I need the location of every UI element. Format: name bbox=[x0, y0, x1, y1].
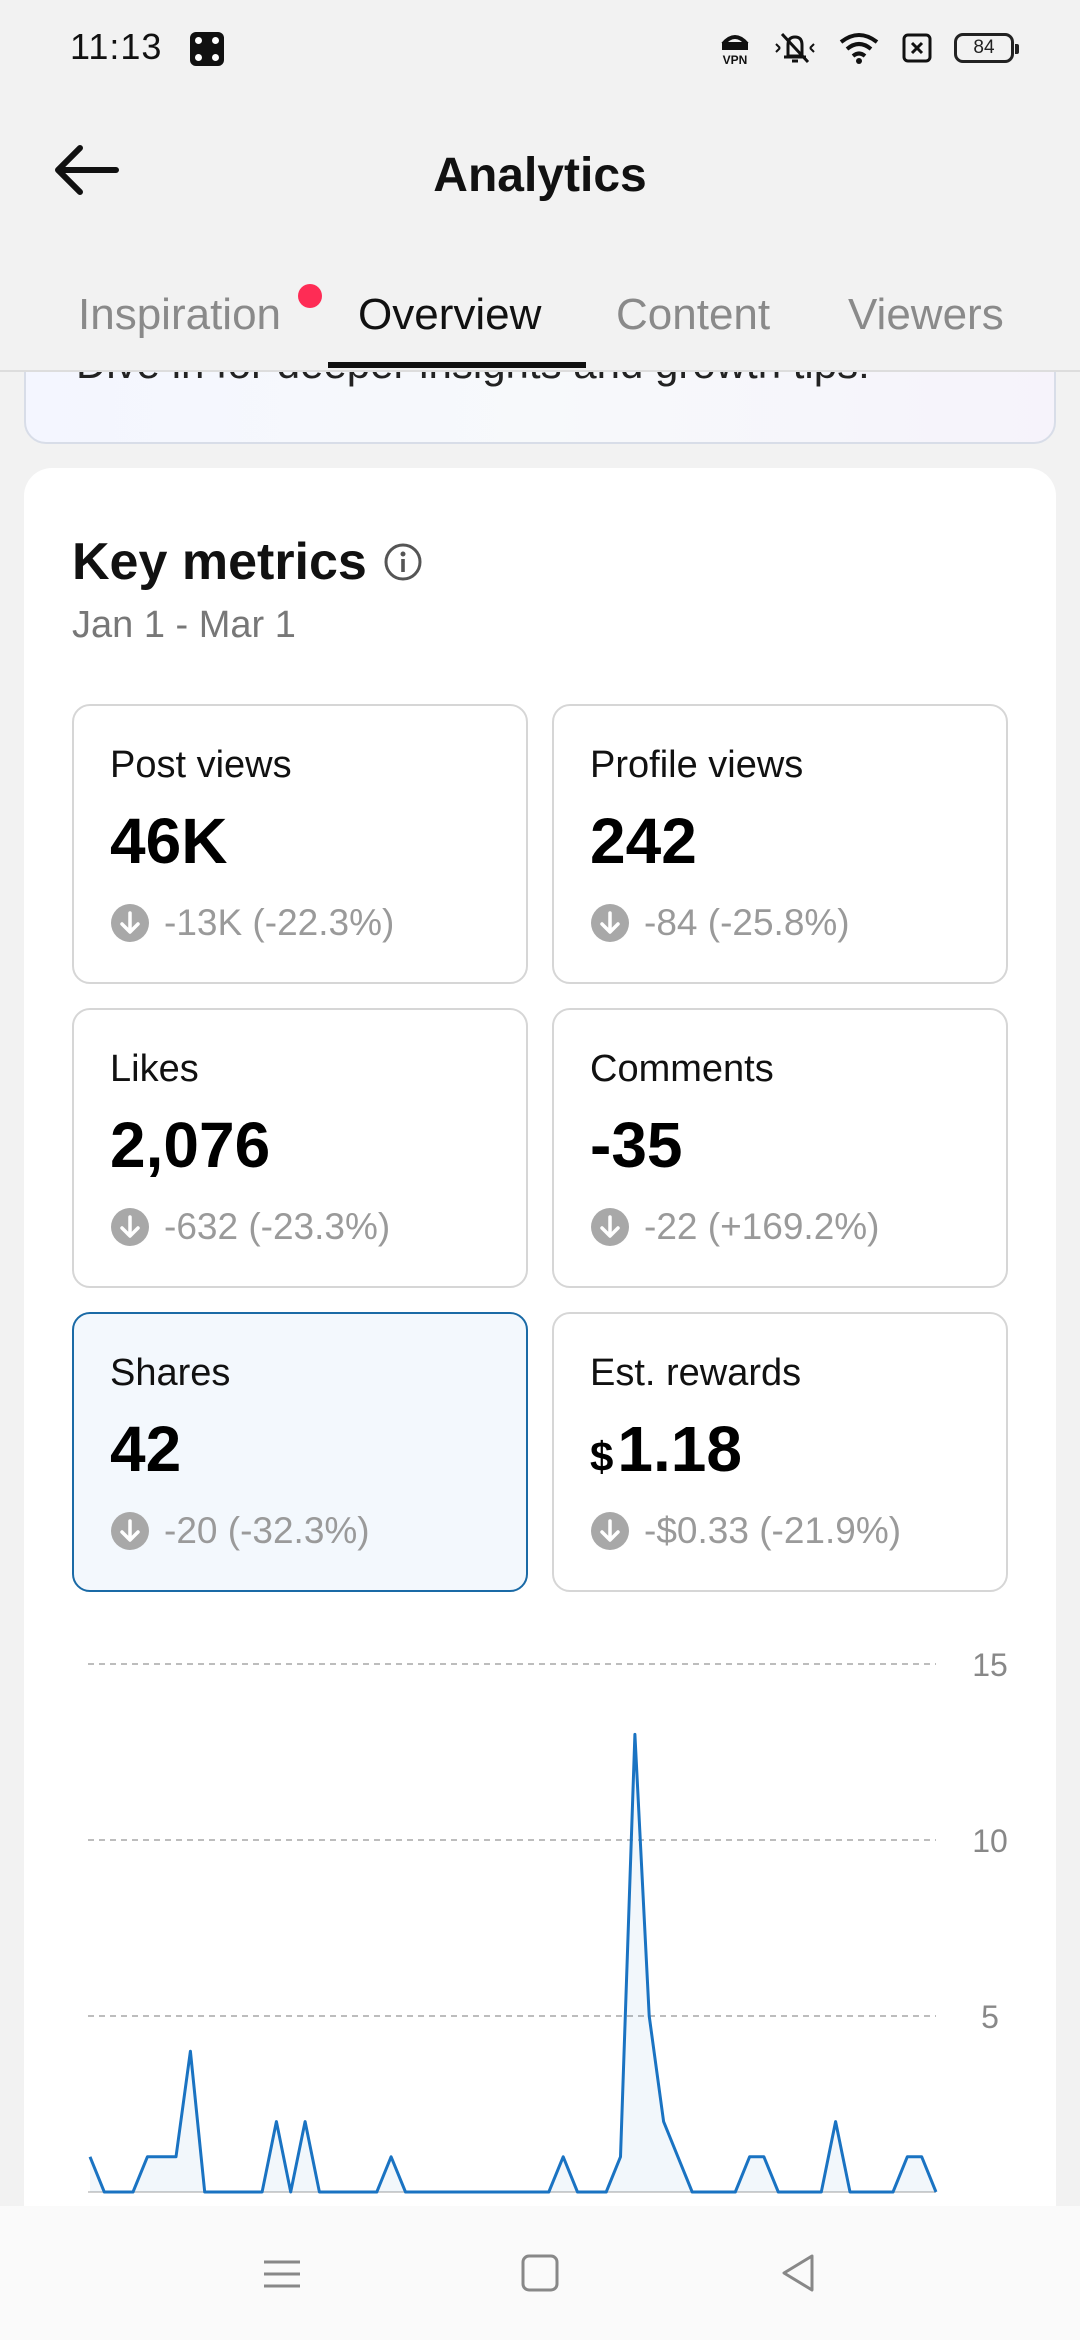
vpn-icon: VPN bbox=[721, 35, 749, 66]
info-icon[interactable] bbox=[383, 542, 423, 582]
app-header: Analytics bbox=[0, 96, 1080, 256]
system-nav-bar bbox=[0, 2206, 1080, 2340]
metric-change: -22 (+169.2%) bbox=[590, 1206, 880, 1248]
tab-content[interactable]: Content bbox=[616, 290, 771, 339]
home-icon[interactable] bbox=[510, 2246, 570, 2302]
metric-card-est-rewards[interactable]: Est. rewards $1.18 -$0.33 (-21.9%) bbox=[552, 1312, 1008, 1592]
tab-bar: Inspiration Overview Content Viewers bbox=[0, 262, 1080, 372]
dice-icon bbox=[190, 32, 224, 66]
metric-card-shares[interactable]: Shares 42 -20 (-32.3%) bbox=[72, 1312, 528, 1592]
metric-change: -$0.33 (-21.9%) bbox=[590, 1510, 901, 1552]
tab-viewers[interactable]: Viewers bbox=[848, 290, 1004, 339]
battery-level: 84 bbox=[973, 37, 995, 58]
silent-bell-icon bbox=[775, 32, 815, 64]
metric-change-text: -84 (-25.8%) bbox=[644, 902, 850, 943]
metric-number: 2,076 bbox=[110, 1109, 271, 1181]
metric-label: Post views bbox=[110, 744, 292, 786]
status-time: 11:13 bbox=[70, 26, 163, 67]
series-line bbox=[88, 1732, 938, 2194]
page-title: Analytics bbox=[433, 149, 647, 202]
svg-text:VPN: VPN bbox=[723, 53, 748, 66]
metric-change-text: -13K (-22.3%) bbox=[164, 902, 395, 943]
active-tab-indicator bbox=[328, 362, 586, 368]
metric-value: 242 bbox=[590, 804, 697, 878]
y-tick-label: 10 bbox=[972, 1823, 1008, 1859]
metric-label: Shares bbox=[110, 1352, 231, 1394]
metric-number: 42 bbox=[110, 1413, 182, 1485]
menu-icon[interactable] bbox=[252, 2246, 312, 2302]
series-area bbox=[90, 1734, 936, 2192]
metric-number: -35 bbox=[590, 1109, 683, 1181]
metric-card-post-views[interactable]: Post views 46K -13K (-22.3%) bbox=[72, 704, 528, 984]
metric-change-text: -632 (-23.3%) bbox=[164, 1206, 391, 1247]
metric-label: Comments bbox=[590, 1048, 774, 1090]
status-icons: VPN 84 bbox=[718, 26, 1019, 70]
metric-number: 46K bbox=[110, 805, 228, 877]
metric-card-likes[interactable]: Likes 2,076 -632 (-23.3%) bbox=[72, 1008, 528, 1288]
tab-overview[interactable]: Overview bbox=[358, 290, 542, 339]
down-arrow-icon bbox=[111, 904, 149, 942]
key-metrics-card: Key metrics Jan 1 - Mar 1 Post views 46K -… bbox=[24, 468, 1056, 2340]
down-arrow-icon bbox=[591, 1512, 629, 1550]
currency-symbol: $ bbox=[590, 1433, 614, 1480]
metric-label: Likes bbox=[110, 1048, 199, 1090]
metric-change-text: -20 (-32.3%) bbox=[164, 1510, 370, 1551]
metric-change: -13K (-22.3%) bbox=[110, 902, 394, 944]
tab-inspiration[interactable]: Inspiration bbox=[78, 290, 282, 339]
metric-label: Profile views bbox=[590, 744, 804, 786]
metric-value: 2,076 bbox=[110, 1108, 270, 1182]
down-arrow-icon bbox=[111, 1512, 149, 1550]
metric-change-text: -$0.33 (-21.9%) bbox=[644, 1510, 902, 1551]
down-arrow-icon bbox=[591, 904, 629, 942]
metric-card-profile-views[interactable]: Profile views 242 -84 (-25.8%) bbox=[552, 704, 1008, 984]
down-arrow-icon bbox=[591, 1208, 629, 1246]
metric-change: -84 (-25.8%) bbox=[590, 902, 850, 944]
wifi-icon bbox=[839, 33, 879, 64]
metric-number: 242 bbox=[590, 805, 697, 877]
metric-value: 42 bbox=[110, 1412, 181, 1486]
metric-value: $1.18 bbox=[590, 1412, 742, 1486]
y-tick-label: 15 bbox=[972, 1647, 1008, 1683]
y-tick-label: 5 bbox=[981, 1999, 999, 2035]
metric-value: -35 bbox=[590, 1108, 683, 1182]
battery-icon: 84 bbox=[954, 33, 1019, 63]
metric-change: -632 (-23.3%) bbox=[110, 1206, 390, 1248]
down-arrow-icon bbox=[111, 1208, 149, 1246]
back-arrow-icon[interactable] bbox=[50, 140, 122, 200]
metric-value: 46K bbox=[110, 804, 227, 878]
metric-change: -20 (-32.3%) bbox=[110, 1510, 370, 1552]
date-range: Jan 1 - Mar 1 bbox=[72, 604, 296, 646]
metric-label: Est. rewards bbox=[590, 1352, 802, 1394]
key-metrics-title: Key metrics bbox=[72, 533, 367, 591]
notification-dot bbox=[298, 284, 322, 308]
metric-card-comments[interactable]: Comments -35 -22 (+169.2%) bbox=[552, 1008, 1008, 1288]
sim-blocked-icon bbox=[902, 33, 932, 63]
key-metrics-header: Key metrics bbox=[72, 532, 423, 592]
metric-number: 1.18 bbox=[617, 1413, 742, 1485]
metric-change-text: -22 (+169.2%) bbox=[644, 1206, 880, 1247]
status-bar: 11:13 VPN 84 bbox=[0, 0, 1080, 96]
back-nav-icon[interactable] bbox=[768, 2246, 828, 2302]
